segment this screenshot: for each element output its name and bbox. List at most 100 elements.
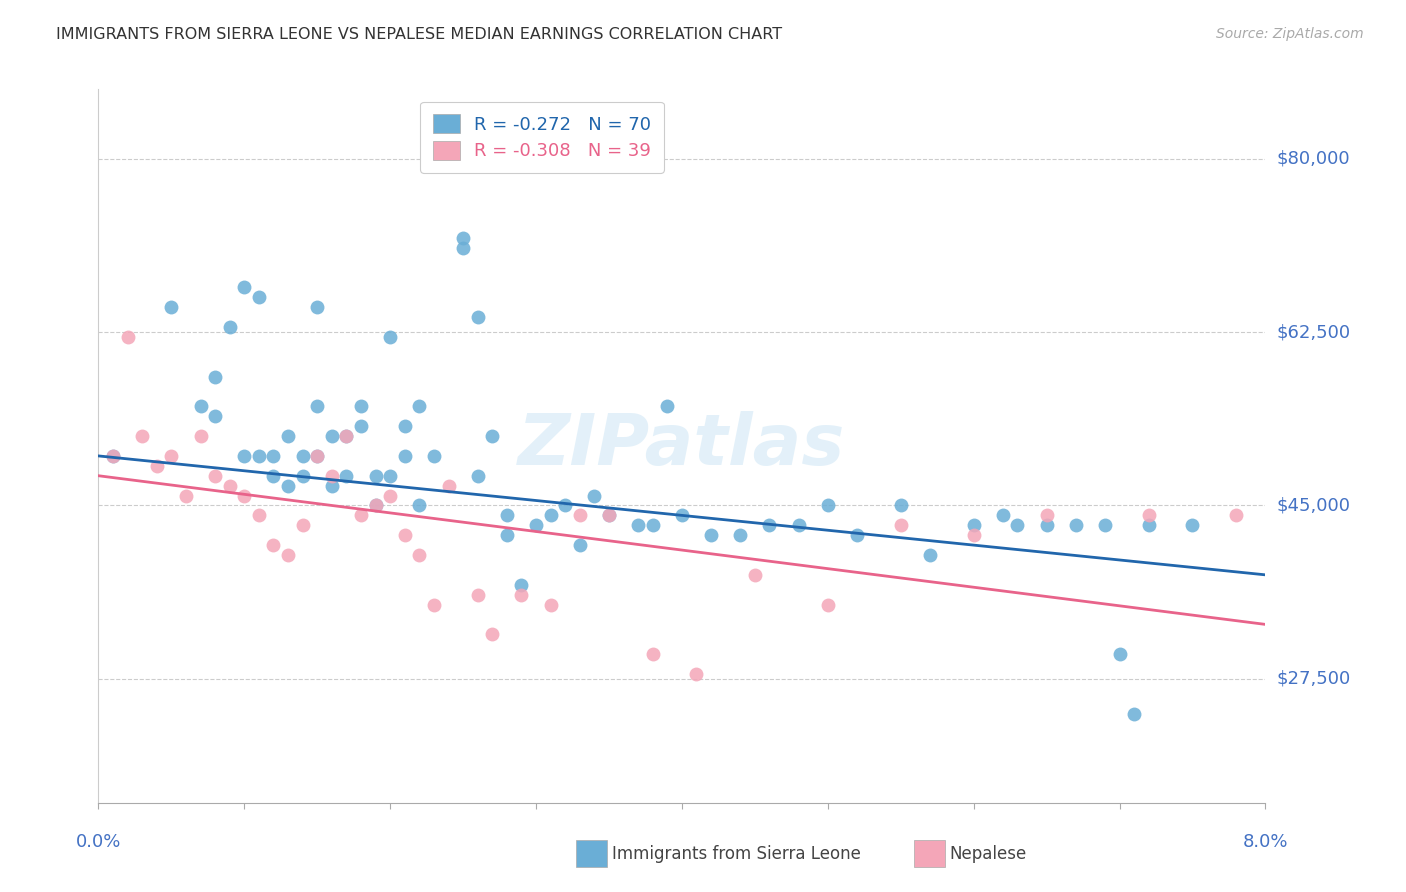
- Point: [307, 400, 329, 414]
- Point: [1181, 518, 1204, 533]
- Point: [350, 508, 373, 523]
- Point: [598, 508, 620, 523]
- Point: [758, 518, 780, 533]
- Point: [671, 508, 693, 523]
- Point: [496, 508, 519, 523]
- Point: [146, 458, 169, 473]
- Point: [991, 508, 1014, 523]
- Point: [218, 478, 240, 492]
- Point: [510, 588, 533, 602]
- Point: [291, 468, 314, 483]
- Point: [262, 538, 284, 552]
- Point: [262, 468, 284, 483]
- Point: [378, 489, 402, 503]
- Point: [437, 478, 460, 492]
- Point: [423, 598, 446, 612]
- Text: $45,000: $45,000: [1277, 497, 1351, 515]
- Point: [277, 548, 299, 562]
- Point: [685, 667, 707, 681]
- Point: [890, 499, 912, 513]
- Point: [540, 508, 562, 523]
- Point: [247, 449, 270, 463]
- Point: [364, 499, 387, 513]
- Point: [262, 449, 284, 463]
- Point: [190, 429, 212, 443]
- Point: [845, 528, 868, 542]
- Point: [321, 478, 343, 492]
- Point: [962, 518, 984, 533]
- Point: [321, 429, 343, 443]
- Point: [728, 528, 751, 542]
- Point: [568, 508, 591, 523]
- Point: [1035, 508, 1057, 523]
- Point: [451, 231, 474, 245]
- Point: [700, 528, 723, 542]
- Legend: R = -0.272   N = 70, R = -0.308   N = 39: R = -0.272 N = 70, R = -0.308 N = 39: [420, 102, 664, 173]
- Point: [291, 518, 314, 533]
- Point: [160, 300, 183, 314]
- Point: [394, 449, 416, 463]
- Point: [174, 489, 197, 503]
- Point: [657, 400, 679, 414]
- Point: [817, 499, 839, 513]
- Point: [335, 468, 357, 483]
- Text: $62,500: $62,500: [1277, 323, 1351, 341]
- Point: [423, 449, 446, 463]
- Point: [335, 429, 357, 443]
- Point: [1123, 706, 1146, 721]
- Point: [408, 499, 430, 513]
- Point: [378, 468, 402, 483]
- Point: [1108, 647, 1130, 661]
- Point: [641, 647, 664, 661]
- Point: [1137, 508, 1160, 523]
- Point: [467, 310, 489, 325]
- Point: [233, 449, 256, 463]
- Point: [568, 538, 591, 552]
- Point: [291, 449, 314, 463]
- Point: [1035, 518, 1057, 533]
- Point: [641, 518, 664, 533]
- Point: [481, 429, 503, 443]
- Point: [117, 330, 139, 344]
- Text: Source: ZipAtlas.com: Source: ZipAtlas.com: [1216, 27, 1364, 41]
- Point: [277, 429, 299, 443]
- Point: [131, 429, 153, 443]
- Point: [1094, 518, 1116, 533]
- Point: [350, 400, 373, 414]
- Point: [554, 499, 576, 513]
- Point: [510, 578, 533, 592]
- Point: [451, 241, 474, 255]
- Point: [204, 409, 226, 424]
- Text: 0.0%: 0.0%: [76, 833, 121, 851]
- Point: [335, 429, 357, 443]
- Point: [160, 449, 183, 463]
- Point: [364, 468, 387, 483]
- Text: $80,000: $80,000: [1277, 150, 1350, 168]
- Point: [1137, 518, 1160, 533]
- Point: [247, 290, 270, 304]
- Point: [307, 449, 329, 463]
- Text: ZIPatlas: ZIPatlas: [519, 411, 845, 481]
- Point: [218, 320, 240, 334]
- Point: [307, 300, 329, 314]
- Point: [467, 588, 489, 602]
- Point: [787, 518, 810, 533]
- Point: [1007, 518, 1029, 533]
- Point: [598, 508, 620, 523]
- Point: [1064, 518, 1087, 533]
- Point: [204, 468, 226, 483]
- Point: [321, 468, 343, 483]
- Point: [890, 518, 912, 533]
- Point: [364, 499, 387, 513]
- Point: [307, 449, 329, 463]
- Point: [101, 449, 124, 463]
- Point: [408, 400, 430, 414]
- Point: [524, 518, 547, 533]
- Point: [233, 280, 256, 294]
- Point: [101, 449, 124, 463]
- Point: [204, 369, 226, 384]
- Point: [496, 528, 519, 542]
- Point: [408, 548, 430, 562]
- Point: [481, 627, 503, 641]
- Point: [817, 598, 839, 612]
